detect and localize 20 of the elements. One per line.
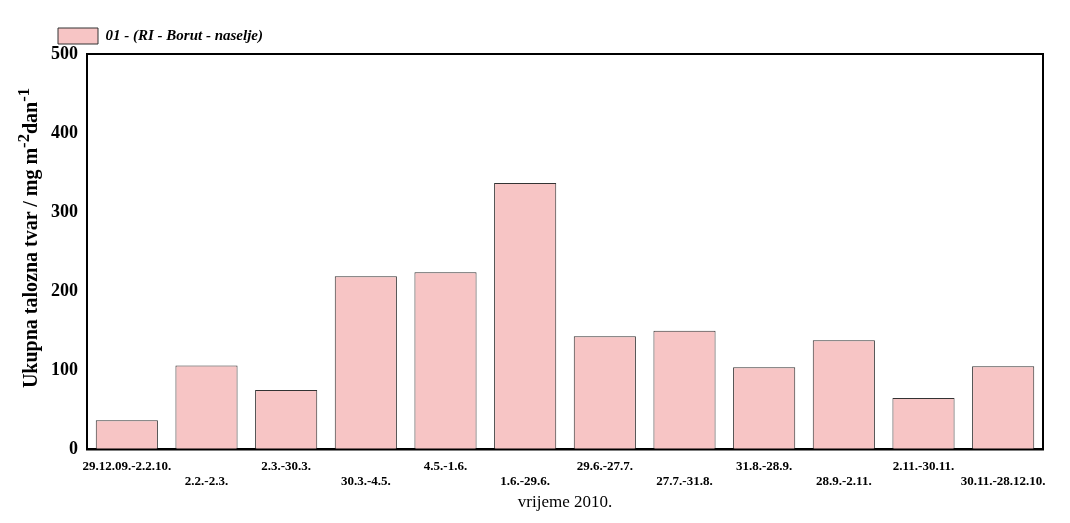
- y-tick-label: 100: [51, 358, 78, 379]
- y-tick-label: 200: [51, 279, 78, 300]
- legend-label: 01 - (RI - Borut - naselje): [105, 26, 263, 44]
- x-tick-label: 29.6.-27.7.: [576, 457, 634, 473]
- x-tick-label: 30.3.-4.5.: [340, 473, 391, 489]
- x-tick-label: 1.6.-29.6.: [500, 473, 551, 489]
- x-tick-label: 31.8.-28.9.: [735, 457, 793, 473]
- x-tick-label: 30.11.-28.12.10.: [960, 473, 1046, 489]
- y-tick-label: 400: [51, 121, 78, 142]
- x-tick-label: 28.9.-2.11.: [816, 473, 872, 489]
- y-tick-label: 0: [69, 438, 78, 459]
- y-tick-label: 300: [51, 200, 78, 221]
- x-axis-title: vrijeme 2010.: [517, 492, 613, 512]
- y-tick-label: 500: [51, 42, 78, 63]
- x-tick-label: 4.5.-1.6.: [423, 457, 468, 473]
- x-tick-label: 2.3.-30.3.: [261, 457, 312, 473]
- x-tick-label: 29.12.09.-2.2.10.: [82, 457, 172, 473]
- x-tick-label: 2.2.-2.3.: [184, 473, 229, 489]
- x-tick-label: 27.7.-31.8.: [656, 473, 713, 489]
- x-tick-label: 2.11.-30.11.: [892, 457, 955, 473]
